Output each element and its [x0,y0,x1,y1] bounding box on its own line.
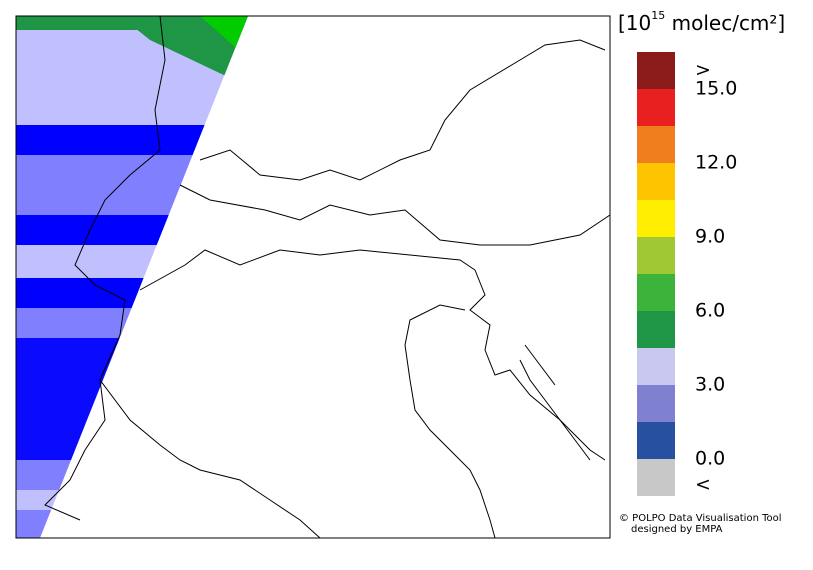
legend-swatch [637,200,675,237]
legend-swatch [637,89,675,126]
legend-swatch [637,126,675,163]
legend-swatch [637,52,675,89]
coastlines [44,15,611,539]
legend-swatch [637,348,675,385]
legend-swatch [637,163,675,200]
map-frame [15,15,611,539]
legend-swatch [637,237,675,274]
legend-title: [1015 molec/cm²] [618,9,785,35]
legend-label: 3.0 [695,374,725,396]
color-legend: [1015 molec/cm²] >15.0 12.0 9.0 6.0 3.0 0.0 < [618,9,785,496]
legend-label: 12.0 [695,152,737,174]
legend-swatch [637,459,675,496]
credit-line: © POLPO Data Visualisation Tool [619,513,782,524]
legend-label: 0.0 [695,448,725,470]
legend-label: 6.0 [695,300,725,322]
legend-label: 9.0 [695,226,725,248]
credit-line: designed by EMPA [631,524,723,535]
legend-label: 15.0 [695,78,737,100]
legend-swatch [637,311,675,348]
legend-swatch [637,274,675,311]
legend-label: < [695,473,711,495]
legend-swatch [637,385,675,422]
satellite-swath [16,16,248,538]
legend-label: > [695,59,711,81]
legend-swatch [637,422,675,459]
